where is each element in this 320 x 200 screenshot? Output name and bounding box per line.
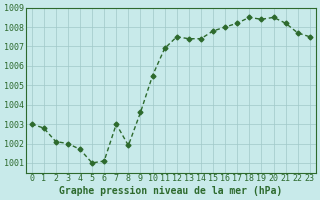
X-axis label: Graphe pression niveau de la mer (hPa): Graphe pression niveau de la mer (hPa) <box>59 186 282 196</box>
